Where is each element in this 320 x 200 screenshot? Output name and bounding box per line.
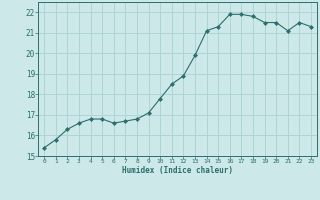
X-axis label: Humidex (Indice chaleur): Humidex (Indice chaleur) — [122, 166, 233, 175]
